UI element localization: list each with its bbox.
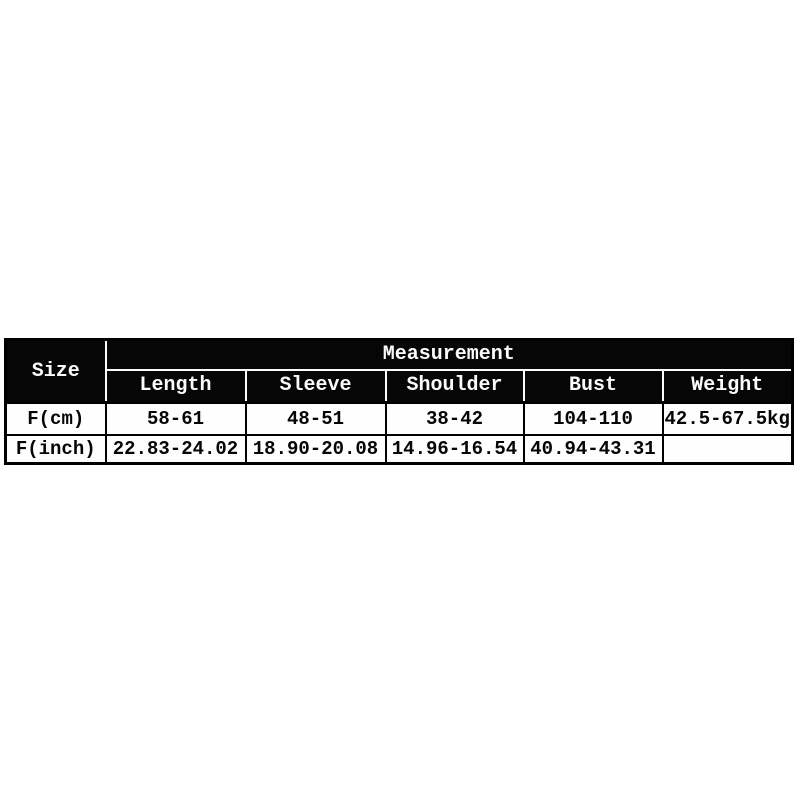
size-chart-table: Size Measurement Length Sleeve Shoulder … xyxy=(4,338,794,465)
measurement-header-cell: Measurement xyxy=(104,338,794,371)
column-header-length: Length xyxy=(104,368,247,404)
row-label-inch: F(inch) xyxy=(4,433,107,465)
column-header-sleeve: Sleeve xyxy=(244,368,387,404)
value-cm-shoulder: 38-42 xyxy=(384,401,525,436)
table-row-inch: F(inch) 22.83-24.02 18.90-20.08 14.96-16… xyxy=(4,433,794,465)
value-cm-sleeve: 48-51 xyxy=(244,401,387,436)
value-cm-length: 58-61 xyxy=(104,401,247,436)
value-inch-length: 22.83-24.02 xyxy=(104,433,247,465)
row-label-cm: F(cm) xyxy=(4,401,107,436)
header-row-measurement: Size Measurement xyxy=(4,338,794,404)
value-cm-weight: 42.5-67.5kg xyxy=(661,401,794,436)
column-header-shoulder: Shoulder xyxy=(384,368,525,404)
column-header-bust: Bust xyxy=(522,368,664,404)
column-header-weight: Weight xyxy=(661,368,794,404)
header-row-columns: Length Sleeve Shoulder Bust Weight xyxy=(6,368,794,404)
table-row-cm: F(cm) 58-61 48-51 38-42 104-110 42.5-67.… xyxy=(4,401,794,436)
value-inch-sleeve: 18.90-20.08 xyxy=(244,433,387,465)
value-inch-weight-empty xyxy=(661,433,794,465)
size-chart: Size Measurement Length Sleeve Shoulder … xyxy=(4,338,794,465)
size-header-cell: Size xyxy=(4,338,107,404)
value-inch-bust: 40.94-43.31 xyxy=(522,433,664,465)
value-cm-bust: 104-110 xyxy=(522,401,664,436)
value-inch-shoulder: 14.96-16.54 xyxy=(384,433,525,465)
